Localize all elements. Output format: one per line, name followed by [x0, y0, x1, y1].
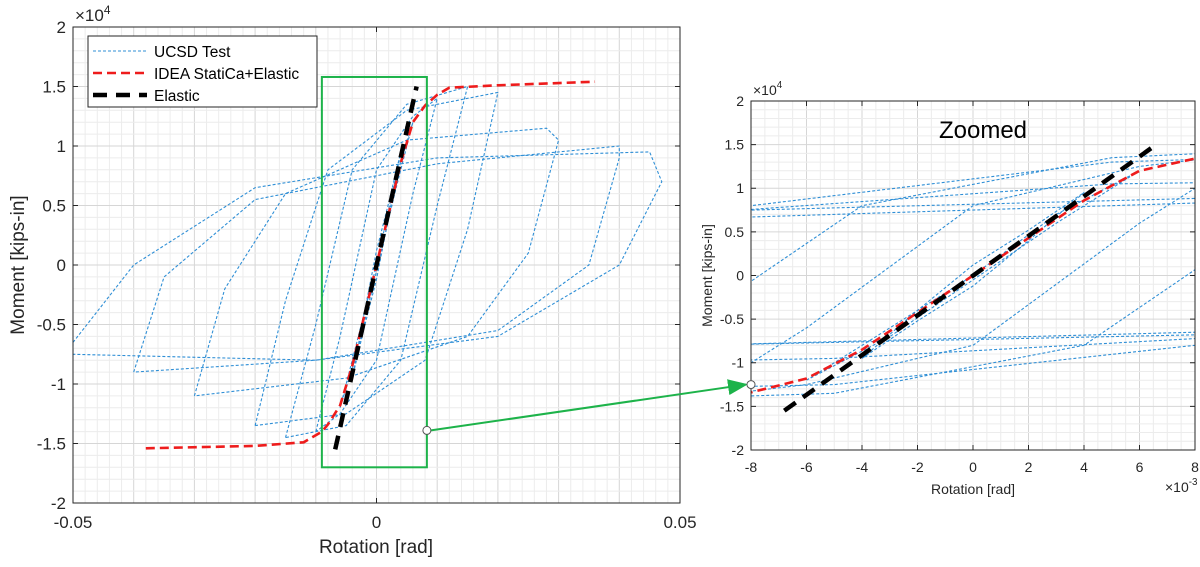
- zoom-annotation: [320, 75, 756, 469]
- ucsd-test-loop-4: [254, 91, 499, 427]
- ucsd-test-loop-7: [73, 151, 663, 361]
- arrow-end-marker: [746, 380, 756, 390]
- y-axis-label: Moment [kips-in]: [699, 224, 715, 327]
- y-axis-label: Moment [kips-in]: [8, 195, 29, 334]
- ucsd-test-loop-2: [315, 97, 438, 433]
- y-tick-label: -1: [732, 355, 745, 371]
- arrow-start-marker: [422, 425, 432, 435]
- ucsd-test-loop-3: [284, 85, 469, 439]
- x-tick-label: 2: [1025, 459, 1033, 475]
- x-tick-label: 0: [372, 513, 381, 532]
- x-exponent-label: ×10-3: [1165, 477, 1198, 495]
- y-exponent: 4: [104, 3, 111, 17]
- series-group: [751, 142, 1195, 413]
- elastic-line: [782, 142, 1158, 413]
- y-tick-label: 1.5: [42, 77, 66, 96]
- main-x-axis-label: Rotation [rad]: [318, 537, 434, 558]
- legend-entry-ucsd: UCSD Test: [154, 44, 231, 61]
- y-tick-label: -1.5: [720, 398, 744, 414]
- y-tick-label: 0: [57, 256, 66, 275]
- series-group: [73, 80, 663, 450]
- ucsd-test-loop-6: [133, 145, 620, 373]
- chart-title: Zoomed: [939, 117, 1027, 144]
- x-tick-label: -8: [745, 459, 758, 475]
- zoom-arrow: [430, 379, 748, 432]
- elastic-line: [333, 86, 419, 450]
- legend-entry-idea: IDEA StatiCa+Elastic: [154, 66, 299, 83]
- ucsd-test-loop-2: [751, 159, 1195, 392]
- y-exponent-label: ×104: [75, 3, 111, 25]
- x-tick-label: 0.05: [663, 513, 696, 532]
- ucsd-test-loop-3: [751, 153, 1195, 397]
- legend: UCSD Test IDEA StatiCa+Elastic Elastic: [87, 35, 318, 108]
- zoom-box: [320, 75, 428, 469]
- y-tick-label: -1.5: [37, 434, 66, 453]
- x-tick-label: -4: [856, 459, 869, 475]
- x-tick-label: 6: [1136, 459, 1144, 475]
- y-tick-label: 0.5: [42, 196, 66, 215]
- y-tick-label: -0.5: [720, 311, 744, 327]
- x-tick-label: 4: [1080, 459, 1088, 475]
- main-chart: -0.05 0 0.05 -2 -1.5 -1 -0.5 0 0.5 1 1.5 2 ×104 Momen…: [8, 3, 697, 532]
- ucsd-test-loop-4: [751, 158, 1195, 387]
- x-tick-label: -0.05: [54, 513, 93, 532]
- legend-entry-elastic: Elastic: [154, 88, 200, 105]
- x-axis-label: Rotation [rad]: [931, 481, 1015, 497]
- y-tick-label: -2: [51, 494, 66, 513]
- ucsd-test-loop-5: [751, 182, 1195, 361]
- x-tick-label: 8: [1191, 459, 1199, 475]
- x-tick-label: -2: [911, 459, 924, 475]
- y-tick-label: 1.5: [725, 137, 745, 153]
- ucsd-test-loop-5: [193, 127, 560, 397]
- y-tick-label: 1: [57, 137, 66, 156]
- ucsd-test-loop-1: [339, 121, 414, 408]
- ucsd-test-loop-0: [861, 192, 1085, 359]
- x-tick-label: -6: [800, 459, 813, 475]
- y-tick-label: 2: [57, 18, 66, 37]
- y-tick-label: 2: [736, 93, 744, 109]
- y-exponent: 4: [777, 80, 783, 91]
- y-tick-label: 1: [736, 180, 744, 196]
- y-tick-label: -0.5: [37, 315, 66, 334]
- y-tick-label: 0: [736, 267, 744, 283]
- x-tick-label: 0: [969, 459, 977, 475]
- y-tick-label: 0.5: [725, 224, 745, 240]
- zoomed-chart: -8 -6 -4 -2 0 2 4 6 8 -2 -1.5 -1 -0.5 0 0.5 1 1.5 2 ×104 ×1…: [699, 80, 1199, 497]
- y-exponent-label: ×104: [753, 80, 783, 98]
- x-exponent: -3: [1189, 477, 1198, 488]
- y-tick-label: -2: [732, 442, 745, 458]
- y-tick-label: -1: [51, 375, 66, 394]
